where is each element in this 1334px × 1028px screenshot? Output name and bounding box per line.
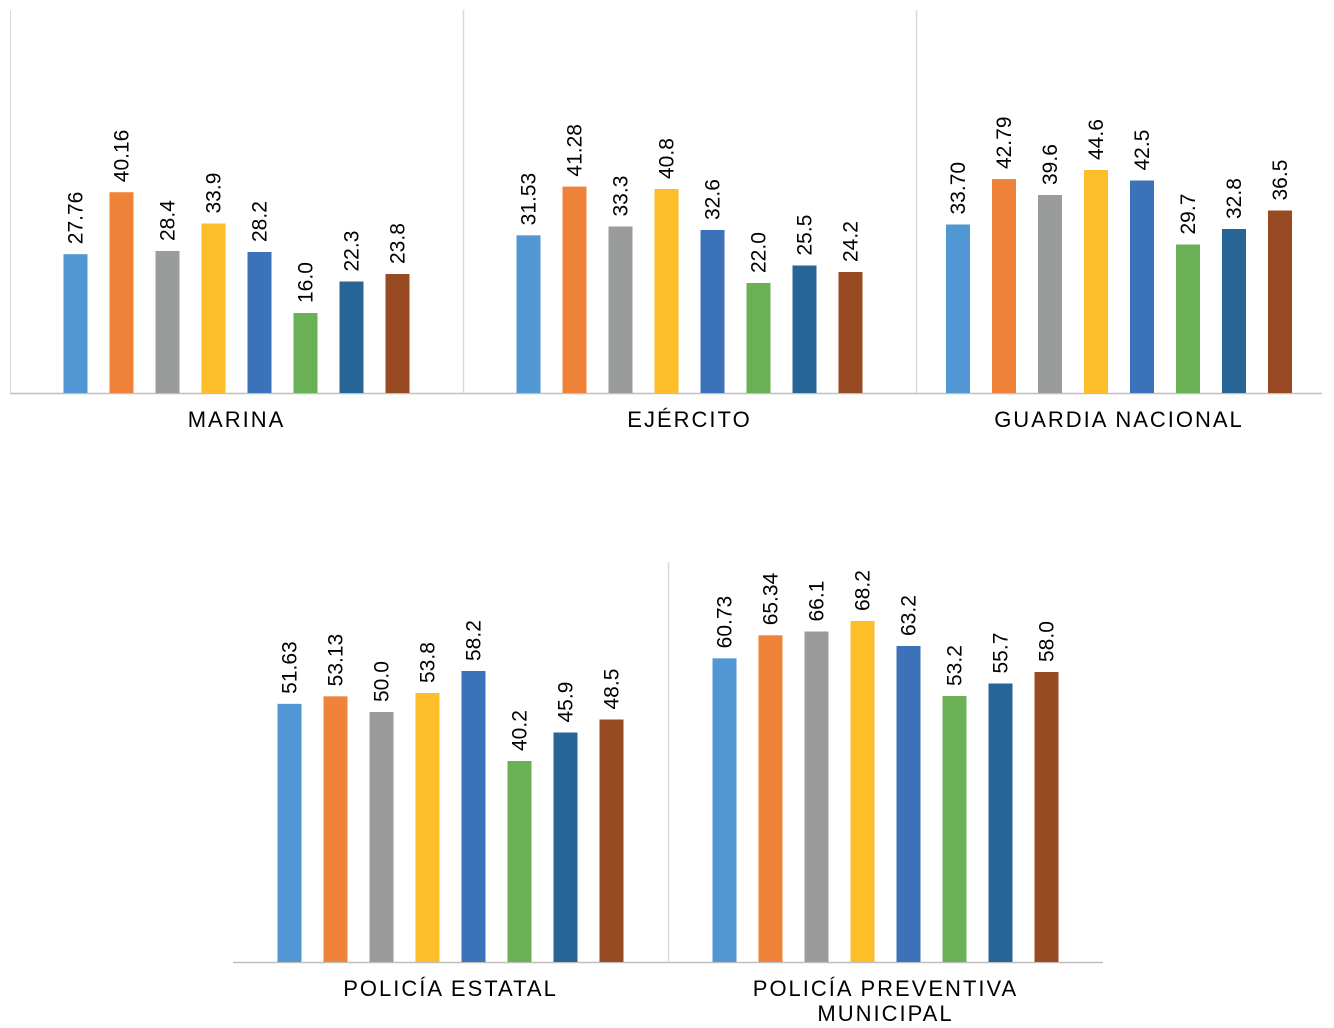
data-label: 33.70	[947, 162, 970, 215]
data-label: 29.7	[1177, 194, 1200, 235]
bar	[369, 712, 394, 962]
data-label: 41.28	[564, 124, 587, 177]
bar	[896, 646, 921, 962]
data-label: 32.6	[702, 179, 725, 220]
bar	[247, 252, 272, 393]
category-label: EJÉRCITO	[627, 407, 751, 432]
data-label: 16.0	[295, 262, 318, 303]
bar	[277, 703, 302, 962]
data-label: 36.5	[1269, 160, 1292, 201]
bar	[654, 189, 679, 393]
bar	[792, 265, 817, 393]
bar	[942, 696, 967, 962]
data-label: 53.2	[944, 645, 967, 686]
data-label: 42.79	[993, 116, 1016, 169]
bar	[1084, 170, 1108, 393]
bar	[838, 272, 863, 393]
bar	[988, 683, 1013, 962]
bar	[599, 719, 624, 962]
data-label: 42.5	[1131, 130, 1154, 171]
data-label: 22.3	[341, 231, 364, 272]
data-label: 40.8	[656, 138, 679, 179]
data-label: 60.73	[714, 596, 737, 649]
data-label: 40.2	[509, 710, 532, 751]
bar	[507, 761, 532, 962]
data-label: 50.0	[371, 661, 394, 702]
data-label: 63.2	[898, 595, 921, 636]
data-label: 28.4	[157, 200, 180, 241]
data-label: 22.0	[748, 232, 771, 273]
category-label: POLICÍA PREVENTIVA	[753, 976, 1018, 1001]
data-label: 44.6	[1085, 119, 1108, 160]
bar	[516, 235, 541, 393]
bar	[1130, 180, 1154, 393]
data-label: 28.2	[249, 201, 272, 242]
data-label: 45.9	[555, 682, 578, 723]
data-label: 27.76	[65, 192, 88, 245]
data-label: 23.8	[387, 223, 410, 264]
category-label: MUNICIPAL	[817, 1001, 953, 1026]
data-label: 39.6	[1039, 144, 1062, 185]
data-label: 51.63	[279, 641, 302, 694]
bar	[946, 224, 970, 393]
category-label: MARINA	[188, 407, 286, 432]
bar	[293, 313, 318, 393]
data-label: 53.8	[417, 642, 440, 683]
data-label: 53.13	[325, 634, 348, 687]
data-label: 31.53	[518, 173, 541, 226]
bar	[415, 693, 440, 962]
data-label: 25.5	[794, 215, 817, 256]
bar	[1038, 195, 1062, 393]
bar	[992, 179, 1016, 393]
bar	[461, 671, 486, 962]
category-label: GUARDIA NACIONAL	[994, 407, 1244, 432]
bar	[758, 635, 783, 962]
bar	[746, 283, 771, 393]
data-label: 58.2	[463, 620, 486, 661]
data-label: 65.34	[760, 572, 783, 625]
bar	[804, 631, 829, 962]
data-label: 33.9	[203, 173, 226, 214]
data-label: 48.5	[601, 669, 624, 710]
data-label: 55.7	[990, 633, 1013, 674]
bar	[553, 732, 578, 962]
bar	[63, 254, 88, 393]
bar	[1268, 210, 1292, 393]
data-label: 58.0	[1036, 621, 1059, 662]
bar	[1176, 244, 1200, 393]
category-label: POLICÍA ESTATAL	[343, 976, 558, 1001]
bar	[712, 658, 737, 962]
data-label: 66.1	[806, 581, 829, 622]
data-label: 68.2	[852, 570, 875, 611]
bar	[1034, 672, 1059, 962]
bar	[323, 696, 348, 962]
bar	[109, 192, 134, 393]
bar	[155, 251, 180, 393]
bar	[1222, 229, 1246, 393]
data-label: 32.8	[1223, 178, 1246, 219]
bar	[562, 186, 587, 393]
bar	[339, 281, 364, 393]
bar	[201, 223, 226, 393]
data-label: 40.16	[111, 130, 134, 183]
bar	[385, 274, 410, 393]
data-label: 33.3	[610, 176, 633, 217]
bar	[850, 621, 875, 962]
bar	[608, 226, 633, 393]
data-label: 24.2	[840, 221, 863, 262]
bar	[700, 230, 725, 393]
